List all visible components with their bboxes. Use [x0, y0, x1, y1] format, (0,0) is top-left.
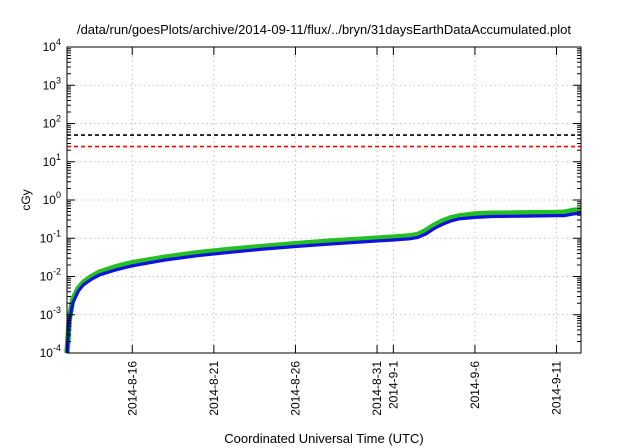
- y-tick-label: 101: [43, 152, 61, 169]
- y-tick-base: 10: [43, 155, 57, 169]
- y-tick-label: 10-2: [40, 267, 61, 284]
- x-tick-label: 2014-8-26: [288, 361, 302, 416]
- y-tick-exponent: 0: [56, 190, 61, 200]
- y-tick-exponent: -3: [53, 305, 61, 315]
- x-tick-labels: 2014-8-16 2014-8-21 2014-8-26 2014-8-31 2014…: [125, 361, 563, 416]
- y-tick-label: 104: [43, 37, 61, 54]
- series-line-1: [64, 206, 582, 354]
- y-tick-exponent: 2: [56, 114, 61, 124]
- y-tick-base: 10: [40, 231, 54, 245]
- y-tick-exponent: 3: [56, 75, 61, 85]
- y-tick-label: 100: [43, 190, 61, 207]
- x-tick-label: 2014-9-1: [386, 361, 400, 409]
- series-group: [64, 206, 582, 354]
- y-tick-base: 10: [40, 270, 54, 284]
- grid: [67, 47, 581, 353]
- y-tick-base: 10: [43, 193, 57, 207]
- y-tick-exponent: -4: [53, 343, 61, 353]
- x-axis-label: Coordinated Universal Time (UTC): [224, 431, 423, 446]
- threshold-lines: [67, 134, 581, 148]
- y-tick-exponent: -2: [53, 267, 61, 277]
- x-tick-label: 2014-8-31: [370, 361, 384, 416]
- x-tick-label: 2014-9-6: [468, 361, 482, 409]
- y-tick-label: 10-3: [40, 305, 61, 322]
- y-tick-label: 10-1: [40, 228, 61, 245]
- y-tick-exponent: 4: [56, 37, 61, 47]
- axis-ticks: [67, 46, 581, 354]
- y-tick-label: 102: [43, 114, 61, 131]
- x-tick-label: 2014-8-16: [125, 361, 139, 416]
- x-tick-label: 2014-9-11: [550, 361, 564, 415]
- y-tick-base: 10: [40, 308, 54, 322]
- x-tick-label: 2014-8-21: [207, 361, 221, 416]
- y-tick-base: 10: [43, 117, 57, 131]
- series-line-2: [65, 211, 582, 354]
- y-tick-label: 10-4: [40, 343, 61, 360]
- y-tick-base: 10: [43, 78, 57, 92]
- y-tick-label: 103: [43, 75, 61, 92]
- y-tick-exponent: -1: [53, 228, 61, 238]
- y-tick-base: 10: [40, 346, 54, 360]
- y-axis-label: cGy: [19, 189, 33, 210]
- y-tick-base: 10: [43, 40, 57, 54]
- chart-title: /data/run/goesPlots/archive/2014-09-11/f…: [77, 22, 571, 37]
- y-tick-exponent: 1: [56, 152, 61, 162]
